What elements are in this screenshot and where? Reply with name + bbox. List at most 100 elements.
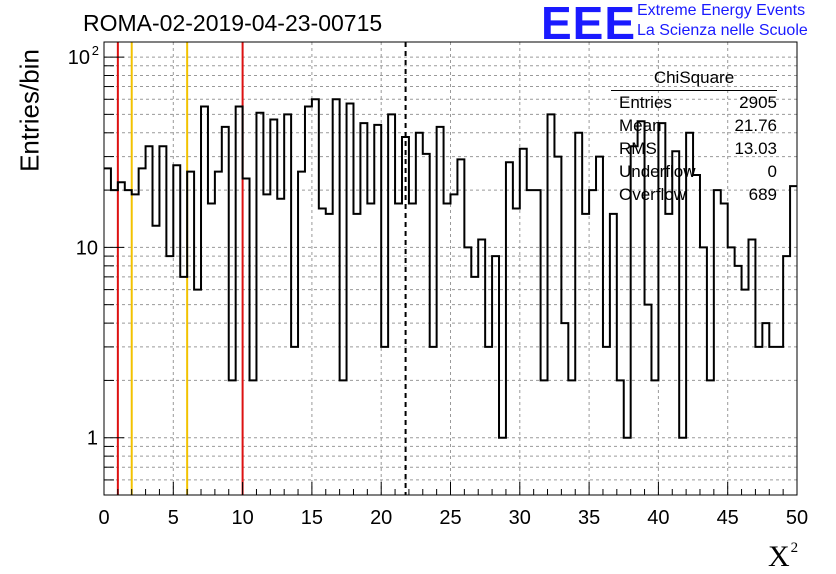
histogram-bin (111, 190, 118, 495)
histogram-bin (554, 157, 561, 495)
histogram-bin (444, 204, 451, 495)
x-tick-label: 35 (578, 507, 600, 529)
x-tick-label: 50 (786, 507, 808, 529)
histogram-bin (548, 114, 555, 495)
histogram-bin (783, 256, 790, 495)
histogram-bin (624, 438, 631, 495)
stats-value: 0 (767, 162, 777, 181)
y-tick-label: 10 (76, 237, 98, 259)
histogram-bin (250, 380, 257, 495)
stats-box: ChiSquare Entries 2905 Mean 21.76 RMS 13… (611, 66, 777, 206)
histogram-bin (527, 190, 534, 495)
stats-row-underflow: Underflow 0 (611, 160, 777, 183)
stats-box-title: ChiSquare (611, 66, 777, 91)
histogram-bin (243, 179, 250, 495)
stats-row-overflow: Overflow 689 (611, 183, 777, 206)
histogram-bin (610, 214, 617, 495)
histogram-bin (326, 214, 333, 495)
histogram-bin (125, 190, 132, 495)
histogram-bin (568, 380, 575, 495)
histogram-bin (146, 146, 153, 495)
histogram-bin (693, 175, 700, 495)
y-tick-label-superscript: 2 (92, 43, 99, 58)
histogram-bin (312, 99, 319, 495)
histogram-bin (291, 347, 298, 495)
histogram-bin (180, 277, 187, 495)
histogram-bin (201, 106, 208, 495)
histogram-bin (721, 204, 728, 495)
histogram-bin (374, 125, 381, 495)
histogram-bin (617, 380, 624, 495)
histogram-bin (451, 194, 458, 495)
histogram-bin (409, 204, 416, 495)
histogram-bin (402, 137, 409, 495)
histogram-bin (132, 194, 139, 495)
histogram-bin (194, 290, 201, 495)
stats-row-mean: Mean 21.76 (611, 114, 777, 137)
x-axis-label-superscript: 2 (790, 540, 799, 556)
histogram-bin (589, 190, 596, 495)
histogram-bin (229, 380, 236, 495)
histogram-bin (305, 106, 312, 495)
stats-value: 21.76 (734, 116, 777, 135)
x-axis-label: X2 (768, 540, 798, 574)
histogram-outline (104, 98, 797, 439)
histogram-bin (679, 438, 686, 495)
histogram-bin (437, 127, 444, 495)
histogram-bin (263, 194, 270, 495)
histogram-bin (534, 190, 541, 495)
histogram-bin (735, 266, 742, 495)
histogram-bin (187, 172, 194, 495)
histogram-bin (651, 380, 658, 495)
logo-subtitle-line1: Extreme Energy Events (637, 2, 806, 19)
histogram-bin (742, 290, 749, 495)
y-tick-label: 10 (68, 47, 90, 69)
y-axis-label: Entries/bin (14, 49, 45, 172)
x-tick-label: 45 (717, 507, 739, 529)
histogram-bin (215, 172, 222, 495)
histogram-bin (353, 214, 360, 495)
histogram-bin (256, 113, 263, 495)
histogram-bin (430, 347, 437, 495)
logo-subtitle-line2: La Scienza nelle Scuole (637, 22, 808, 39)
histogram-bin (270, 119, 277, 495)
x-tick-label: 20 (370, 507, 392, 529)
stats-value: 689 (748, 185, 777, 204)
histogram-bin (790, 186, 797, 495)
histogram-bin (707, 380, 714, 495)
histogram-bin (492, 256, 499, 495)
stats-value: 2905 (739, 93, 777, 112)
x-axis-label-text: X (768, 540, 790, 573)
stats-value: 13.03 (734, 139, 777, 158)
histogram-bin (347, 104, 354, 495)
histogram-bin (582, 214, 589, 495)
stats-label: Underflow (619, 162, 696, 181)
histogram-bin (762, 323, 769, 495)
histogram-bin (381, 347, 388, 495)
eee-logo: EEE (541, 0, 637, 49)
histogram-bin (298, 172, 305, 495)
histogram-bin (485, 347, 492, 495)
histogram-bin (478, 240, 485, 495)
histogram-bin (561, 323, 568, 495)
histogram-bin (388, 114, 395, 495)
stats-label: RMS (619, 139, 657, 158)
histogram-bin (596, 157, 603, 495)
histogram-bin (513, 209, 520, 495)
histogram-bin (416, 133, 423, 495)
x-tick-label: 0 (98, 507, 109, 529)
histogram-bin (464, 247, 471, 495)
histogram-bin (166, 256, 173, 495)
stats-label: Mean (619, 116, 662, 135)
histogram-bin (277, 199, 284, 495)
histogram-bin (284, 114, 291, 495)
x-tick-label: 15 (301, 507, 323, 529)
histogram-bin (728, 247, 735, 495)
histogram-bin (665, 214, 672, 495)
stats-label: Overflow (619, 185, 687, 204)
histogram-bin (423, 154, 430, 495)
x-tick-label: 25 (439, 507, 461, 529)
histogram-bin (575, 133, 582, 495)
histogram-bin (153, 226, 160, 495)
histogram-bin (471, 277, 478, 495)
